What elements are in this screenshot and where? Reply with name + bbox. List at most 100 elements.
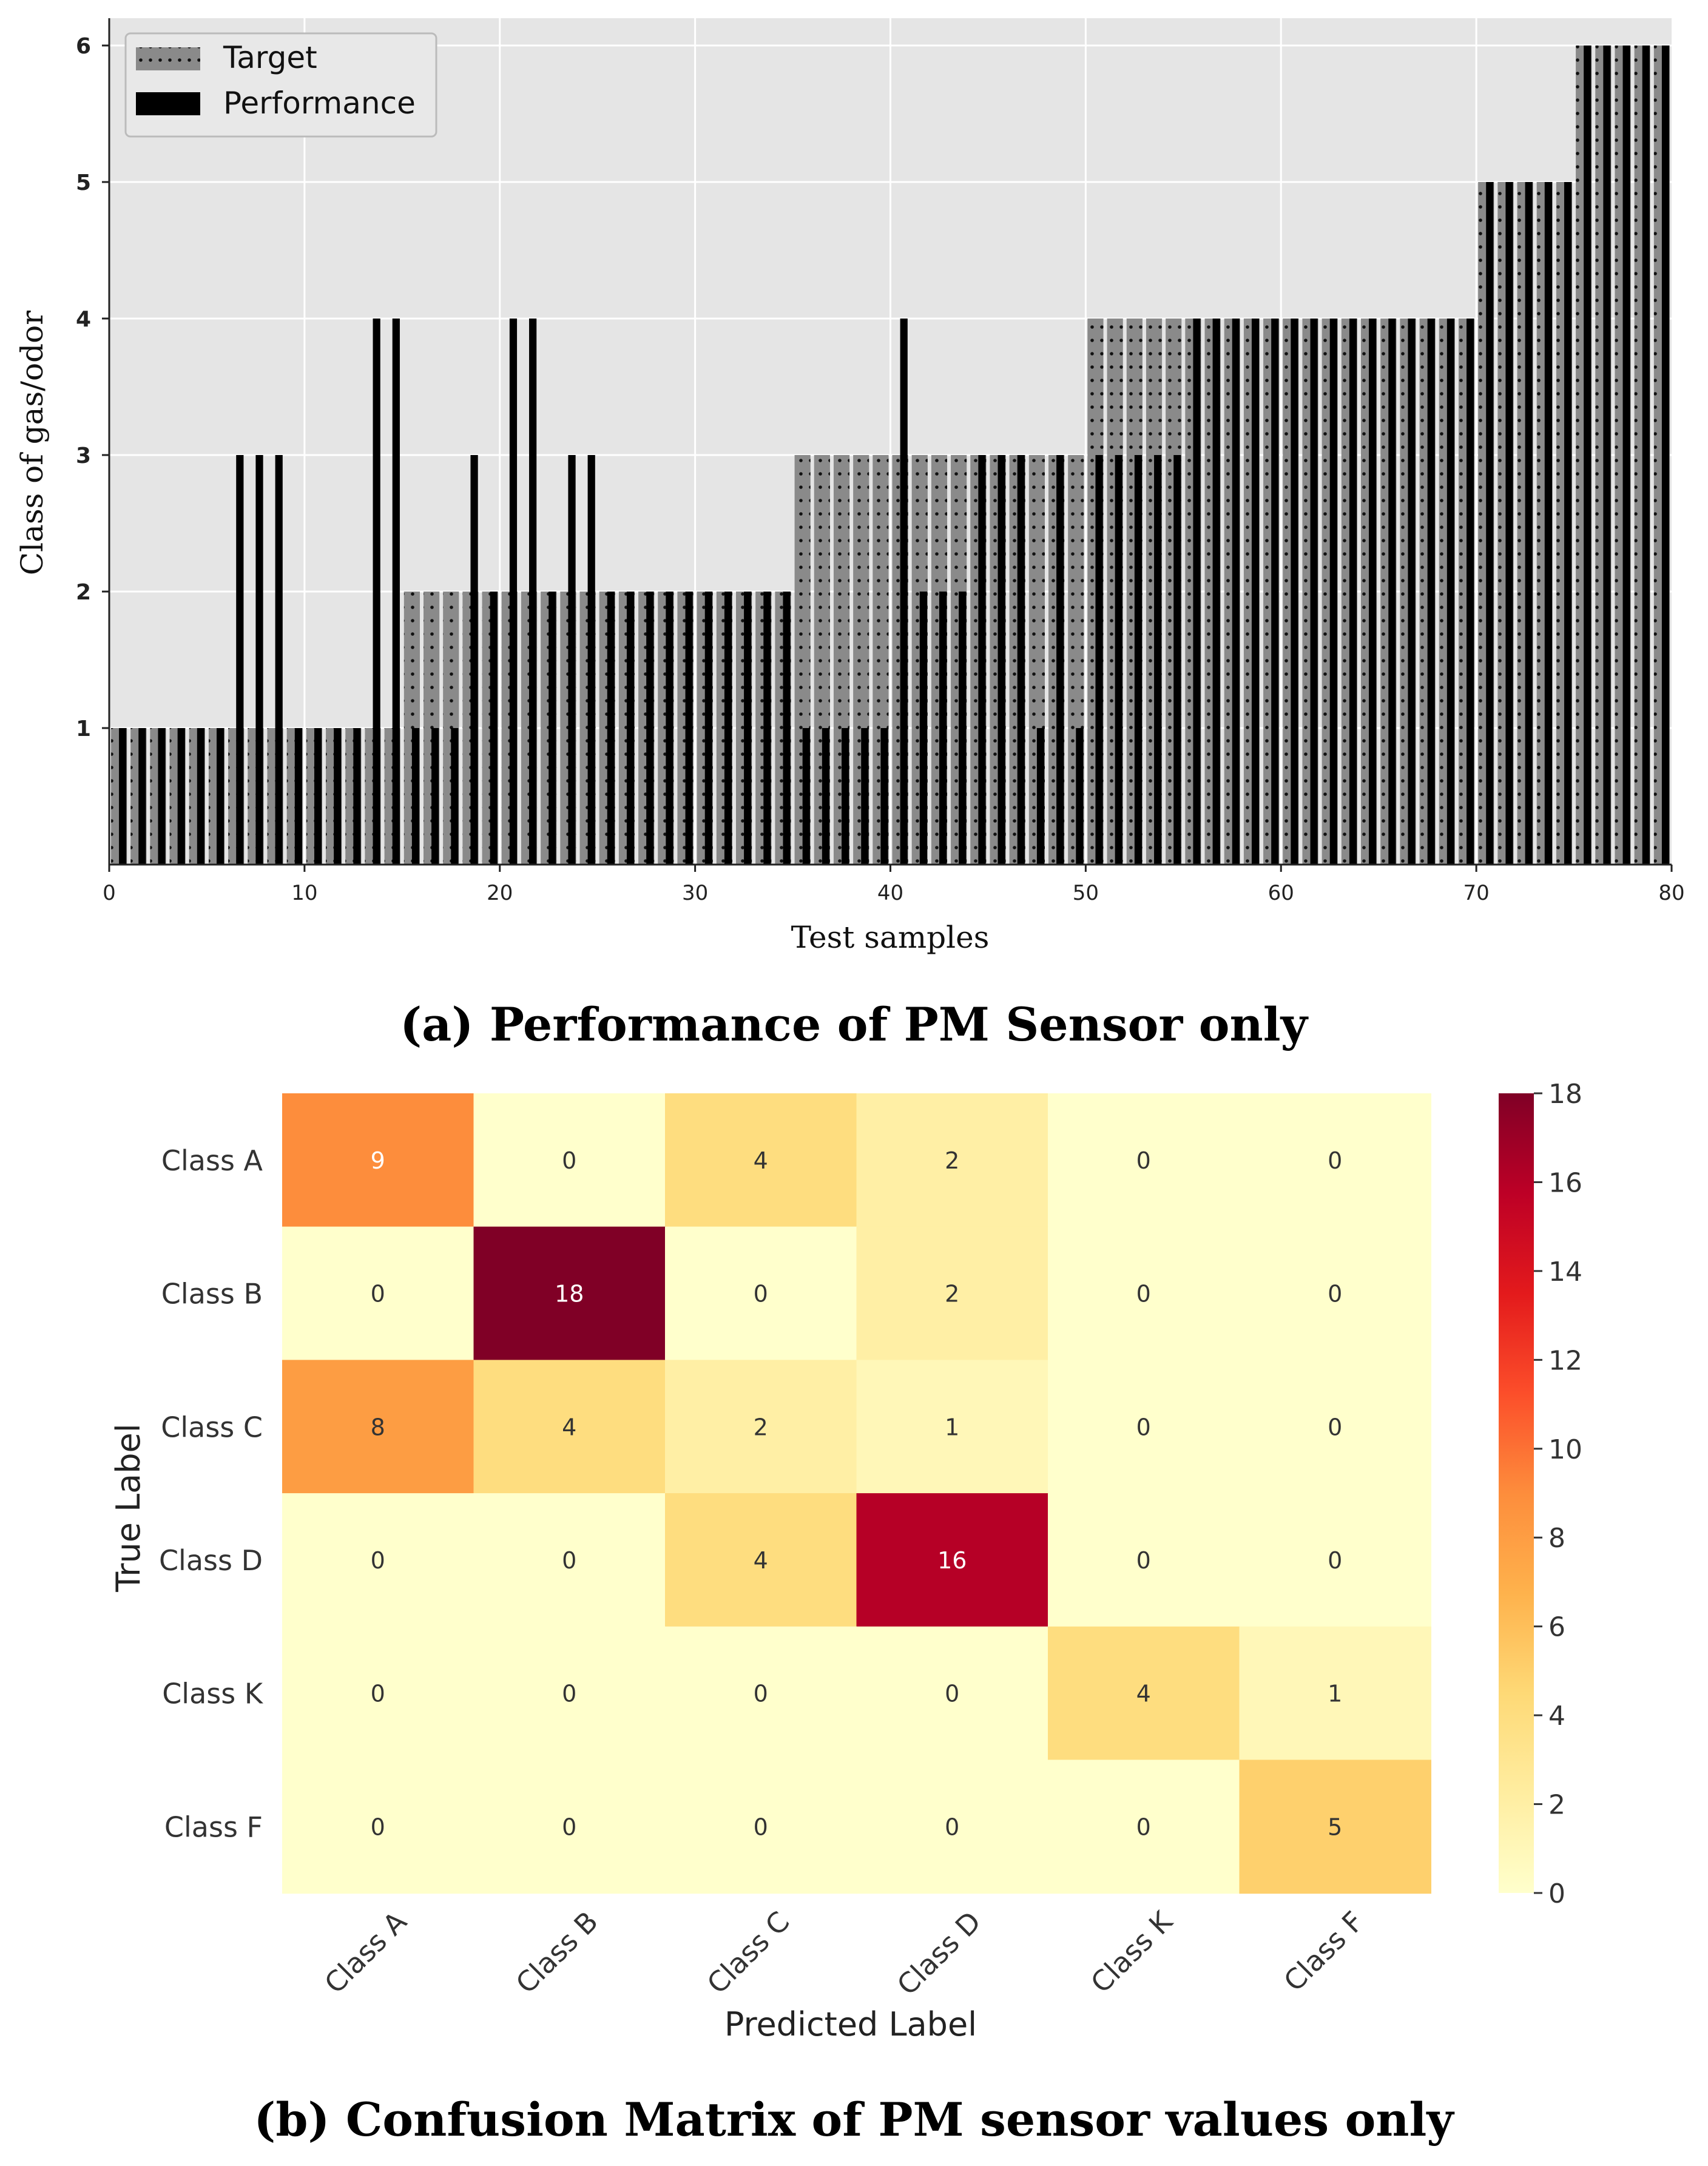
cell-value: 0 [562,1547,576,1574]
heatmap-cell [665,1093,857,1227]
cell-value: 0 [754,1813,768,1840]
cell-value: 0 [945,1813,959,1840]
row-label: Class A [161,1144,263,1177]
performance-bar [1622,46,1630,865]
performance-bar [275,455,283,865]
performance-bar [880,728,888,865]
heatmap-cell [282,1493,474,1627]
heatmap-cell [665,1493,857,1627]
performance-bar [529,319,537,865]
cell-value: 2 [945,1147,959,1174]
cell-value: 0 [1328,1547,1342,1574]
panel-b-title: Confusion Matrix of PM sensor values onl… [346,2093,1455,2147]
performance-bar [1056,455,1064,865]
heatmap-cell [473,1226,666,1361]
cell-value: 4 [754,1547,768,1574]
x-tick-label: 80 [1658,881,1684,905]
panel-b-label: (b) [254,2093,329,2147]
heatmap-cell [665,1226,857,1361]
cell-value: 0 [371,1547,385,1574]
performance-bar [861,728,869,865]
performance-bar [978,455,986,865]
row-label: Class F [164,1810,263,1843]
performance-bar [919,592,928,865]
heatmap-panel: 9 0 4 2 0 00 18 0 2 0 08 4 2 1 0 00 0 4 16 0 00 0 0 0 4 10 0 0 0 0 5 C… [109,1079,1582,2147]
y-tick-labels: 1 2 3 4 5 6 [76,34,109,741]
colorbar-tick-label: 14 [1548,1257,1582,1287]
colorbar-tick-label: 16 [1548,1167,1582,1198]
colorbar-tick-label: 2 [1548,1790,1565,1821]
cell-value: 9 [371,1147,385,1174]
x-axis-label: Test samples [791,920,990,955]
performance-bar [1251,319,1260,865]
performance-bar [1564,182,1572,865]
column-label: Class F [1277,1905,1370,1998]
heatmap-cell [282,1759,474,1894]
performance-bar [900,319,908,865]
heatmap-cell [282,1226,474,1361]
performance-bar [236,455,244,865]
cell-value: 0 [754,1281,768,1307]
performance-bar [1544,182,1553,865]
performance-bar [939,592,947,865]
performance-bar [1329,319,1337,865]
performance-bar [1505,182,1513,865]
column-label: Class A [318,1905,413,2000]
y-tick-label: 5 [76,170,91,195]
heatmap-cell [856,1226,1048,1361]
performance-bar [704,592,712,865]
performance-bar [334,728,342,865]
performance-bar [1134,455,1143,865]
performance-bar [1603,46,1611,865]
performance-bar [177,728,185,865]
heatmap-cells [282,1093,1431,1894]
performance-bar [1486,182,1494,865]
cell-value: 4 [754,1147,768,1174]
y-tick-label: 2 [76,580,91,605]
performance-bar [314,728,322,865]
performance-bar [1349,319,1357,865]
performance-bar [802,728,810,865]
cell-value: 0 [945,1681,959,1707]
colorbar-tick-label: 12 [1548,1345,1582,1376]
performance-bar [1076,728,1084,865]
performance-bar [1017,455,1025,865]
performance-bar [685,592,693,865]
performance-bar [1271,319,1279,865]
heatmap-cell [1048,1759,1240,1894]
cell-value: 16 [937,1547,967,1574]
performance-bar [1427,319,1435,865]
x-tick-label: 50 [1073,881,1099,905]
performance-bar [1369,319,1377,865]
heatmap-cell [856,1493,1048,1627]
y-axis-label: True Label [109,1423,147,1593]
heatmap-cell [1048,1493,1240,1627]
row-labels: Class A Class B Class C Class D Class K Class… [159,1144,264,1844]
cell-value: 0 [1136,1414,1151,1440]
x-axis-label: Predicted Label [724,2005,977,2043]
heatmap-cell [665,1626,857,1761]
column-label: Class B [510,1905,604,2000]
performance-bar [744,592,752,865]
heatmap-cell [1239,1759,1431,1894]
bars [111,46,1670,865]
performance-bar [1642,46,1650,865]
heatmap-cell [856,1759,1048,1894]
heatmap-cell [1048,1360,1240,1494]
performance-bar [1154,455,1162,865]
x-tick-label: 10 [291,881,317,905]
performance-bar [568,455,576,865]
heatmap-cell [282,1093,474,1227]
row-label: Class B [161,1278,263,1311]
cell-value: 0 [754,1681,768,1707]
cell-value: 0 [1136,1147,1151,1174]
y-tick-label: 4 [76,307,91,332]
heatmap-cell [856,1093,1048,1227]
heatmap-cell [1239,1093,1431,1227]
cell-value: 0 [371,1281,385,1307]
heatmap-cell [856,1626,1048,1761]
y-tick-label: 3 [76,444,91,468]
legend-box [124,32,437,138]
legend-swatch-target [136,47,200,70]
performance-bar [626,592,635,865]
